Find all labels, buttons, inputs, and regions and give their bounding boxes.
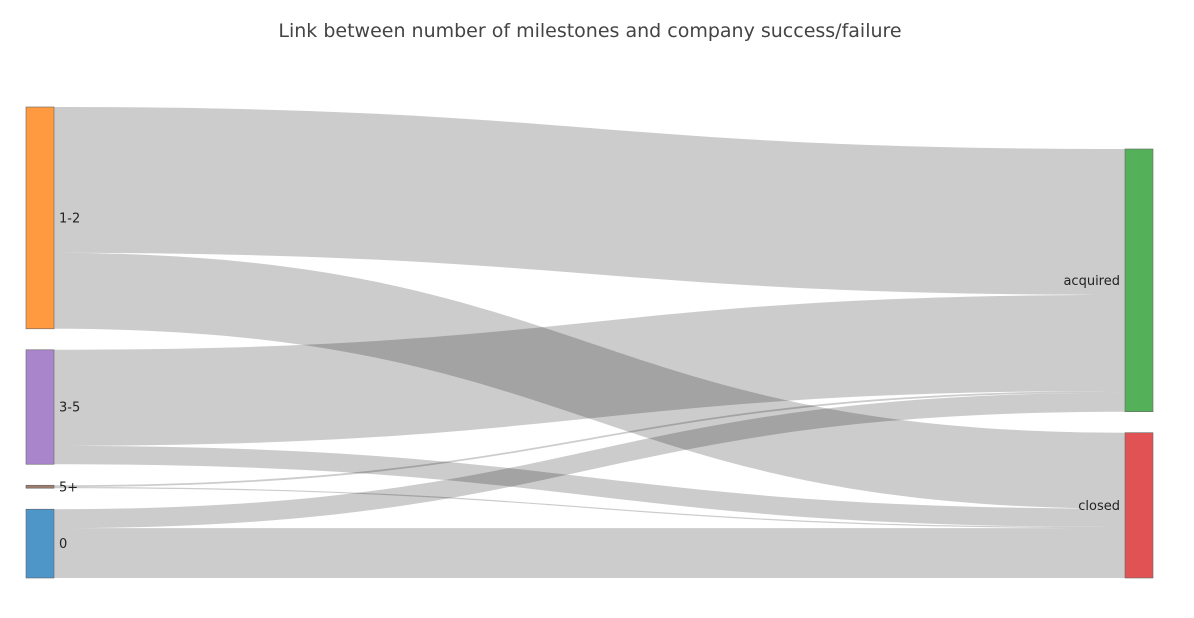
node-acquired xyxy=(1124,148,1154,413)
node-5plus xyxy=(25,484,55,489)
link-5+-to-acquired xyxy=(54,390,1125,488)
nodes-layer xyxy=(25,106,1154,579)
link-0-to-acquired xyxy=(54,392,1125,529)
node-closed xyxy=(1124,432,1154,579)
link-5+-to-closed xyxy=(54,487,1125,529)
link-3-5-to-closed xyxy=(54,445,1125,527)
node-label-3-5: 3-5 xyxy=(59,401,80,416)
node-label-5plus: 5+ xyxy=(59,480,78,495)
chart-title: Link between number of milestones and co… xyxy=(278,20,902,42)
labels-layer: 1-2 3-5 5+ 0 acquired closed xyxy=(59,211,1120,552)
node-1-2 xyxy=(25,106,55,330)
link-1-2-to-closed xyxy=(54,252,1125,509)
link-3-5-to-acquired xyxy=(54,294,1125,446)
node-label-0: 0 xyxy=(59,537,67,552)
link-0-to-closed xyxy=(54,528,1125,578)
node-label-acquired: acquired xyxy=(1063,274,1120,289)
node-label-closed: closed xyxy=(1078,499,1120,514)
node-label-1-2: 1-2 xyxy=(59,211,80,226)
node-0 xyxy=(25,508,55,579)
node-3-5 xyxy=(25,349,55,465)
link-1-2-to-acquired xyxy=(54,107,1125,295)
links-layer xyxy=(54,107,1125,578)
